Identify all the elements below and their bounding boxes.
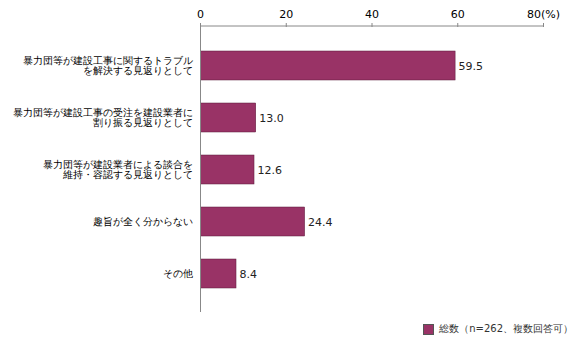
- svg-text:40: 40: [365, 8, 379, 21]
- svg-text:13.0: 13.0: [259, 112, 284, 125]
- svg-text:0: 0: [197, 8, 204, 21]
- svg-text:その他: その他: [163, 268, 193, 279]
- svg-text:24.4: 24.4: [308, 216, 333, 229]
- svg-text:暴力団等が建設工事の受注を建設業者に割り振る見返りとして: 暴力団等が建設工事の受注を建設業者に割り振る見返りとして: [13, 107, 193, 128]
- svg-text:59.5: 59.5: [459, 60, 484, 73]
- svg-text:60: 60: [451, 8, 465, 21]
- svg-text:20: 20: [279, 8, 293, 21]
- svg-text:暴力団等が建設工事に関するトラブルを解決する見返りとして: 暴力団等が建設工事に関するトラブルを解決する見返りとして: [23, 55, 193, 76]
- svg-text:12.6: 12.6: [258, 164, 283, 177]
- html-text:総数（n=262、複数回答可）: 総数（n=262、複数回答可）: [439, 323, 573, 334]
- svg-text:暴力団等が建設業者による談合を維持・容認する見返りとして: 暴力団等が建設業者による談合を維持・容認する見返りとして: [43, 159, 193, 180]
- svg-text:8.4: 8.4: [240, 268, 258, 281]
- svg-text:趣旨が全く分からない: 趣旨が全く分からない: [93, 216, 193, 227]
- svg-text:80(%): 80(%): [527, 8, 560, 21]
